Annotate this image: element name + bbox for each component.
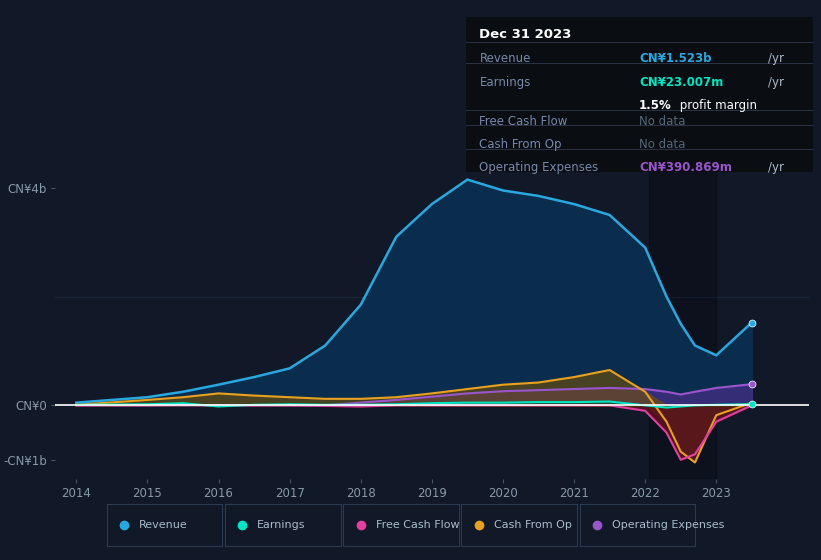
- Text: 1.5%: 1.5%: [639, 99, 672, 112]
- Text: Operating Expenses: Operating Expenses: [612, 520, 724, 530]
- Text: Dec 31 2023: Dec 31 2023: [479, 27, 571, 41]
- Text: Operating Expenses: Operating Expenses: [479, 161, 599, 174]
- Text: CN¥23.007m: CN¥23.007m: [639, 76, 723, 88]
- Bar: [649, 155, 716, 479]
- Text: Earnings: Earnings: [479, 76, 530, 88]
- Text: /yr: /yr: [768, 53, 783, 66]
- Text: CN¥390.869m: CN¥390.869m: [639, 161, 732, 174]
- Text: Revenue: Revenue: [139, 520, 188, 530]
- Text: No data: No data: [639, 138, 686, 151]
- Text: profit margin: profit margin: [676, 99, 757, 112]
- Text: Free Cash Flow: Free Cash Flow: [375, 520, 459, 530]
- Text: CN¥1.523b: CN¥1.523b: [639, 53, 712, 66]
- Text: /yr: /yr: [768, 76, 783, 88]
- Text: Free Cash Flow: Free Cash Flow: [479, 115, 568, 128]
- Text: No data: No data: [639, 115, 686, 128]
- Text: /yr: /yr: [768, 161, 783, 174]
- Text: Cash From Op: Cash From Op: [479, 138, 562, 151]
- Text: Revenue: Revenue: [479, 53, 530, 66]
- Text: Cash From Op: Cash From Op: [493, 520, 571, 530]
- Text: Earnings: Earnings: [257, 520, 306, 530]
